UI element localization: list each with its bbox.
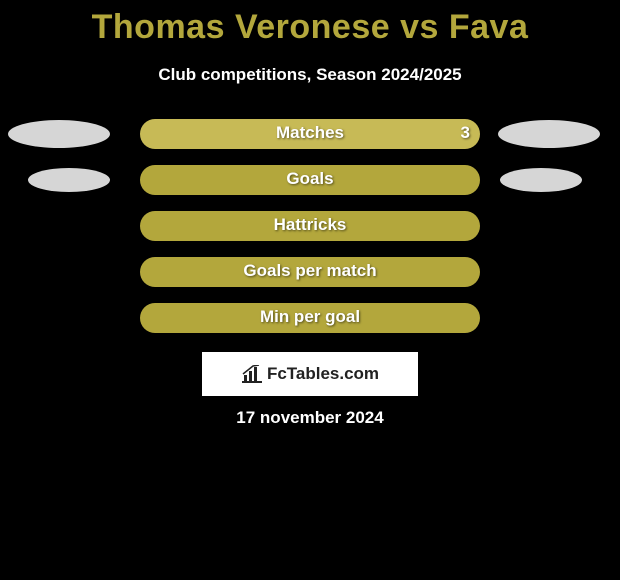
stat-row-matches: Matches 3: [0, 119, 620, 165]
logo-text: FcTables.com: [267, 364, 379, 384]
stat-row-hattricks: Hattricks: [0, 211, 620, 257]
page-subtitle: Club competitions, Season 2024/2025: [0, 65, 620, 85]
player-right-marker: [500, 168, 582, 192]
player-left-marker: [28, 168, 110, 192]
stat-row-min-per-goal: Min per goal: [0, 303, 620, 349]
logo: FcTables.com: [241, 364, 379, 384]
stat-label: Min per goal: [260, 307, 360, 327]
bar-chart-icon: [241, 365, 263, 383]
stat-label: Goals per match: [243, 261, 376, 281]
stat-label: Matches: [276, 123, 344, 143]
stat-row-goals: Goals: [0, 165, 620, 211]
stat-label: Hattricks: [274, 215, 347, 235]
stat-rows: Matches 3 Goals Hattricks Goals per matc…: [0, 119, 620, 349]
stat-label: Goals: [286, 169, 333, 189]
player-right-marker: [498, 120, 600, 148]
page-title: Thomas Veronese vs Fava: [0, 0, 620, 47]
stat-value: 3: [461, 123, 470, 143]
player-left-marker: [8, 120, 110, 148]
logo-box: FcTables.com: [202, 352, 418, 396]
date-text: 17 november 2024: [236, 408, 383, 428]
stat-row-goals-per-match: Goals per match: [0, 257, 620, 303]
